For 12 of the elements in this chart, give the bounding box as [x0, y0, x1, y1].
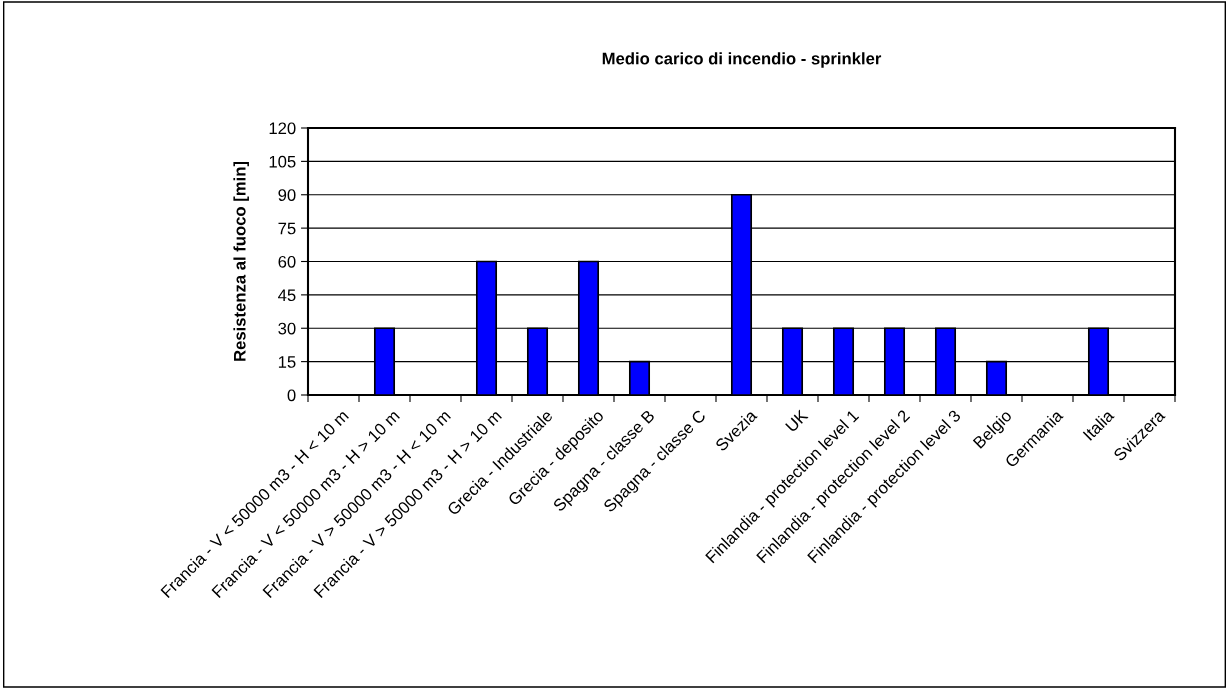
y-tick-label: 90	[278, 189, 296, 201]
chart-title: Medio carico di incendio - sprinkler	[602, 52, 882, 68]
y-tick-label: 15	[278, 356, 296, 368]
y-tick-label: 30	[278, 322, 296, 335]
y-tick-label: 60	[278, 255, 296, 268]
x-tick-label: UK	[785, 408, 809, 433]
y-tick-label: 105	[269, 155, 296, 168]
y-tick-label: 120	[269, 122, 296, 135]
y-tick-label: 0	[287, 389, 296, 402]
y-tick-label: 45	[278, 289, 296, 302]
y-tick-label: 75	[278, 222, 296, 235]
y-axis-title: Resistenza al fuoco [min]	[233, 161, 249, 361]
